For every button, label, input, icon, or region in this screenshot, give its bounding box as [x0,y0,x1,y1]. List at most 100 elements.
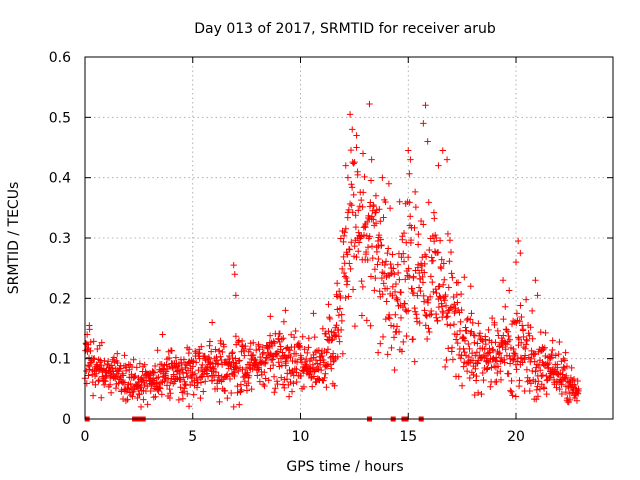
data-point [236,401,243,408]
data-point [159,331,166,338]
data-point [453,331,461,338]
data-point [509,356,517,363]
data-point [573,397,581,404]
data-point [353,132,360,139]
data-point [340,232,348,240]
data-point [444,321,451,328]
data-point [267,313,274,320]
data-point [461,337,469,344]
data-point [235,367,242,375]
data-point [461,348,468,356]
data-point [179,389,186,396]
data-point [406,170,413,177]
data-point [179,368,187,376]
data-point [390,265,397,272]
data-point [391,271,398,278]
data-point [335,288,343,295]
data-point [278,374,285,381]
data-point [453,291,461,299]
data-point [524,378,531,385]
data-point [311,333,318,341]
data-point [385,311,393,319]
data-point [355,207,362,214]
data-point [445,284,452,291]
data-point [137,403,145,411]
data-point [460,363,467,370]
data-point [497,376,505,384]
data-point [377,218,384,225]
data-point [254,372,261,379]
data-point [245,379,252,387]
data-point [232,355,239,362]
data-point [468,328,475,335]
data-point [230,261,237,269]
data-point [347,265,354,273]
data-point [528,307,536,315]
data-point [445,345,452,352]
data-point [510,356,517,364]
data-point [421,269,428,276]
data-point [379,174,386,181]
data-point [332,331,339,339]
data-point [101,377,108,384]
data-point [116,365,123,373]
y-tick-label: 0.1 [49,352,71,368]
data-point [502,303,509,310]
data-point [157,385,164,392]
data-point [438,303,446,310]
data-point [535,362,543,370]
data-point [233,365,241,372]
data-point [369,254,376,262]
x-tick-label: 15 [399,429,417,445]
data-point [529,367,536,375]
data-point [346,260,353,267]
data-point [394,261,402,268]
data-point [461,274,468,281]
y-tick-label: 0.4 [49,171,71,187]
data-point [527,380,535,387]
data-point [207,348,215,355]
data-point [367,273,375,280]
data-point [290,334,298,341]
data-point [250,339,257,346]
data-point [200,388,207,395]
data-point [310,310,317,317]
data-point [393,294,400,302]
chart-title: Day 013 of 2017, SRMTID for receiver aru… [194,21,496,37]
data-point [403,308,410,315]
data-point [329,350,337,357]
data-point [532,350,539,357]
data-point [266,350,274,357]
data-point [95,376,103,384]
data-point [334,353,341,360]
y-tick-label: 0.2 [49,291,71,307]
data-point [446,237,454,244]
data-point [286,347,294,354]
data-point [470,371,477,379]
data-point [442,302,450,309]
data-point [382,198,389,206]
data-point [409,335,417,343]
data-point [235,337,243,344]
data-point [433,289,440,297]
data-point [458,306,465,314]
data-point [426,328,433,336]
data-point [402,276,409,283]
data-point [405,147,412,154]
data-point [537,328,544,336]
data-point [206,338,214,345]
data-point [471,339,478,346]
data-point [408,285,416,292]
data-point [394,269,402,277]
data-point [410,273,417,280]
data-point [480,376,487,384]
data-point [364,256,371,264]
data-point [355,239,363,246]
data-point [434,249,442,256]
data-point [119,372,127,379]
data-point [489,346,496,353]
data-point [98,339,105,346]
x-tick-label: 5 [188,429,197,445]
data-point [102,378,109,385]
data-point [421,260,428,268]
